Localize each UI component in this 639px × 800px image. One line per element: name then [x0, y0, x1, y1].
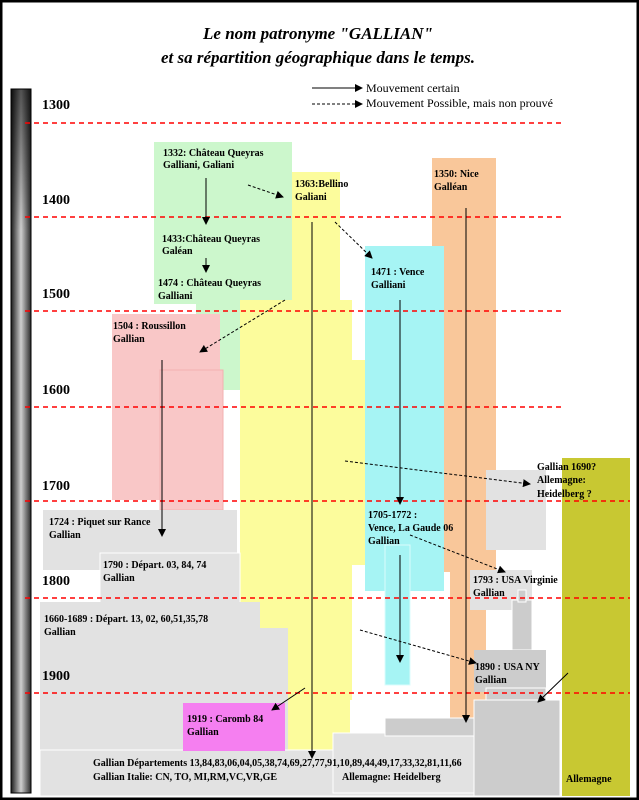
label-roussillon-line2: Gallian	[113, 334, 145, 345]
region-bellino-bottom	[285, 560, 350, 750]
century-label-1900: 1900	[42, 669, 70, 684]
region-heidelberg	[332, 732, 484, 794]
label-bottom-heidelberg: Allemagne: Heidelberg	[342, 772, 441, 783]
label-queyras1474-line1: 1474 : Château Queyras	[158, 278, 261, 289]
region-allemagne1690	[486, 470, 546, 550]
arrow-to-allemagne1690	[344, 460, 531, 488]
label-nice-line2: Galléan	[434, 182, 468, 193]
century-label-1300: 1300	[42, 98, 70, 113]
label-queyras1332-line2: Galliani, Galiani	[163, 160, 234, 171]
region-allemagne	[562, 458, 630, 796]
arrow-allemagne-heidelberg	[537, 672, 569, 703]
label-bellino-line1: 1363:Bellino	[295, 179, 348, 190]
label-depart1790-line2: Gallian	[103, 573, 135, 584]
legend-possible-label: Mouvement Possible, mais non prouvé	[366, 96, 553, 110]
region-usa-ny-box2	[473, 699, 561, 797]
region-depart1790	[99, 552, 241, 604]
label-queyras1474-line2: Galliani	[158, 291, 193, 302]
label-virginie-line2: Gallian	[473, 588, 505, 599]
label-bottom-italie: Gallian Italie: CN, TO, MI,RM,VC,VR,GE	[93, 772, 277, 783]
label-bellino-line2: Galiani	[295, 192, 327, 203]
label-depart1660-line2: Gallian	[44, 627, 76, 638]
label-depart1790-line1: 1790 : Départ. 03, 84, 74	[103, 560, 206, 571]
timeline-bar-shade	[11, 89, 31, 793]
label-queyras1332-line1: 1332: Château Queyras	[163, 148, 264, 159]
label-virginie-line1: 1793 : USA Virginie	[473, 575, 558, 586]
label-allemagne1690-line3: Heidelberg ?	[537, 489, 592, 500]
label-roussillon-line1: 1504 : Roussillon	[113, 321, 186, 332]
century-label-1400: 1400	[42, 193, 70, 208]
region-caromb	[183, 703, 285, 751]
label-piquet-line1: 1724 : Piquet sur Rance	[49, 517, 151, 528]
label-bottom-departements: Gallian Départements 13,84,83,06,04,05,3…	[93, 758, 462, 769]
region-roussillon-inner	[159, 369, 224, 511]
labels: 1332: Château Queyras Galliani, Galiani …	[44, 148, 612, 785]
legend-certain-label: Mouvement certain	[366, 81, 460, 95]
century-label-1500: 1500	[42, 287, 70, 302]
region-queyras	[154, 142, 292, 304]
label-allemagne: Allemagne	[566, 774, 612, 785]
label-queyras1433-line2: Galéan	[162, 246, 193, 257]
region-vence-lower	[384, 544, 411, 686]
label-caromb-line1: 1919 : Caromb 84	[187, 714, 263, 725]
region-grey-step	[384, 717, 476, 737]
label-vence1705-line2: Vence, La Gaude 06	[368, 523, 453, 534]
arrow-queyras-bellino	[247, 184, 284, 199]
century-label-1700: 1700	[42, 479, 70, 494]
label-vence1471-line2: Galliani	[371, 280, 406, 291]
label-allemagne1690-line2: Allemagne:	[537, 475, 586, 486]
region-usa-stack-top	[517, 589, 527, 603]
label-vence1705-line3: Gallian	[368, 536, 400, 547]
region-usa-stack	[511, 599, 533, 651]
title-line-1: Le nom patronyme "GALLIAN"	[202, 24, 433, 43]
label-vence1705-line1: 1705-1772 :	[368, 510, 417, 521]
label-caromb-line2: Gallian	[187, 727, 219, 738]
label-vence1471-line1: 1471 : Vence	[371, 267, 425, 278]
century-label-1600: 1600	[42, 383, 70, 398]
label-nice-line1: 1350: Nice	[434, 169, 479, 180]
century-lines	[25, 122, 630, 694]
arrow-to-usany	[359, 629, 477, 665]
label-allemagne1690-line1: Gallian 1690?	[537, 462, 596, 473]
label-depart1660-line1: 1660-1689 : Départ. 13, 02, 60,51,35,78	[44, 614, 208, 625]
label-piquet-line2: Gallian	[49, 530, 81, 541]
arrow-to-caromb	[271, 687, 306, 711]
region-usa-ny	[474, 650, 546, 692]
label-usany-line1: 1890 : USA NY	[475, 662, 541, 673]
arrow-to-virginie	[409, 534, 506, 574]
century-label-1800: 1800	[42, 574, 70, 589]
arrow-bellino-vence	[334, 221, 373, 259]
legend: Mouvement certain Mouvement Possible, ma…	[312, 81, 553, 110]
label-usany-line2: Gallian	[475, 675, 507, 686]
arrow-queyras-roussillon	[199, 299, 286, 353]
region-vence	[365, 246, 444, 591]
title-line-2: et sa répartition géographique dans le t…	[161, 48, 475, 67]
arrows	[158, 178, 569, 759]
label-queyras1433-line1: 1433:Château Queyras	[162, 234, 260, 245]
